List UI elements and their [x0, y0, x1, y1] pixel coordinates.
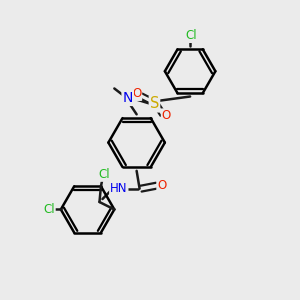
- Text: S: S: [150, 96, 159, 111]
- Text: Cl: Cl: [186, 29, 197, 42]
- Text: HN: HN: [110, 182, 128, 195]
- Text: N: N: [122, 91, 133, 105]
- Text: O: O: [157, 179, 167, 192]
- Text: O: O: [162, 109, 171, 122]
- Text: Cl: Cl: [98, 168, 110, 181]
- Text: Cl: Cl: [43, 203, 55, 216]
- Text: O: O: [132, 87, 141, 100]
